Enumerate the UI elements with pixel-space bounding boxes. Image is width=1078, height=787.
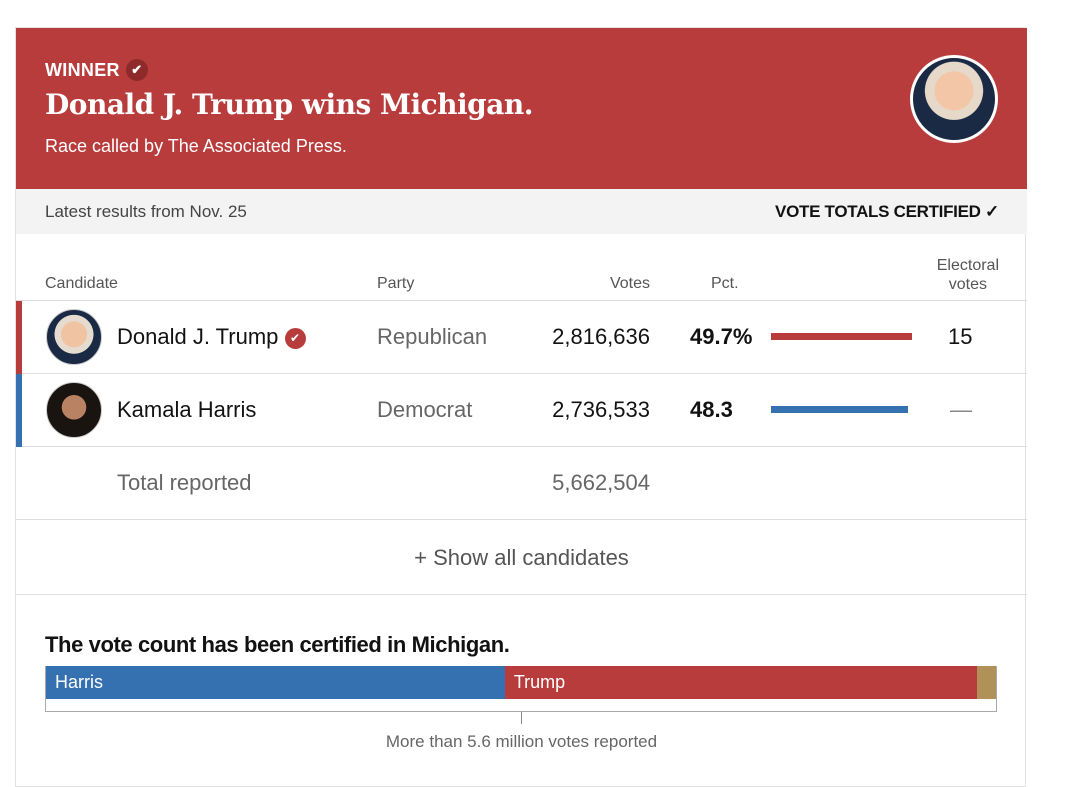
harris-label: Harris bbox=[55, 672, 103, 692]
certified-badge: VOTE TOTALS CERTIFIED ✓ bbox=[775, 202, 999, 221]
winner-text: WINNER bbox=[45, 59, 120, 80]
party: Republican bbox=[377, 324, 488, 349]
status-bar: Latest results from Nov. 25 VOTE TOTALS … bbox=[16, 189, 1027, 234]
show-all-candidates-button[interactable]: + Show all candidates bbox=[16, 520, 1027, 595]
total-votes: 5,662,504 bbox=[552, 470, 650, 495]
pct: 48.3 bbox=[690, 397, 733, 422]
total-row: Total reported 5,662,504 bbox=[16, 447, 1027, 520]
party: Democrat bbox=[377, 397, 473, 422]
race-called-text: Race called by The Associated Press. bbox=[45, 136, 347, 156]
electoral-votes: 15 bbox=[948, 324, 973, 349]
candidate-avatar bbox=[46, 382, 102, 438]
pct-bar bbox=[771, 406, 908, 413]
candidate-name: Kamala Harris bbox=[117, 397, 257, 422]
winner-avatar bbox=[910, 55, 998, 143]
vote-share-bar: Harris Trump bbox=[45, 666, 997, 712]
other-segment bbox=[977, 666, 996, 699]
harris-segment: Harris bbox=[46, 666, 505, 699]
candidate-name: Donald J. Trump ✔ bbox=[117, 324, 306, 350]
col-pct: Pct. bbox=[711, 275, 739, 292]
certified-heading: The vote count has been certified in Mic… bbox=[45, 632, 510, 657]
votes: 2,736,533 bbox=[552, 397, 650, 422]
midpoint-tick bbox=[521, 712, 522, 724]
results-card: WINNER ✔ Donald J. Trump wins Michigan. R… bbox=[15, 27, 1027, 787]
col-electoral-1: Electoral bbox=[936, 257, 999, 274]
trump-segment: Trump bbox=[504, 666, 977, 699]
col-electoral-2: votes bbox=[948, 276, 987, 293]
winner-label: WINNER ✔ bbox=[45, 59, 148, 81]
candidate-name-text: Donald J. Trump bbox=[117, 324, 279, 349]
total-label: Total reported bbox=[117, 470, 252, 495]
trump-label: Trump bbox=[513, 672, 566, 692]
col-candidate: Candidate bbox=[45, 275, 118, 292]
candidate-avatar bbox=[46, 309, 102, 365]
winner-check-icon: ✔ bbox=[284, 327, 306, 349]
votes-reported-note: More than 5.6 million votes reported bbox=[385, 732, 658, 751]
headline: Donald J. Trump wins Michigan. bbox=[45, 88, 533, 121]
table-row: Kamala Harris Democrat 2,736,533 48.3 — bbox=[16, 374, 1027, 447]
check-icon: ✔ bbox=[125, 59, 148, 81]
col-electoral: Electoral votes bbox=[937, 256, 999, 294]
electoral-votes: — bbox=[950, 397, 972, 422]
pct-bar bbox=[771, 333, 912, 340]
col-votes: Votes bbox=[609, 275, 650, 292]
party-stripe bbox=[16, 374, 22, 447]
votes: 2,816,636 bbox=[552, 324, 650, 349]
table-header: Candidate Party Votes Pct. Electoral vote… bbox=[16, 234, 1027, 301]
pct: 49.7% bbox=[690, 324, 753, 349]
winner-banner: WINNER ✔ Donald J. Trump wins Michigan. R… bbox=[16, 28, 1027, 189]
col-party: Party bbox=[377, 275, 415, 292]
party-stripe bbox=[16, 301, 22, 374]
latest-results: Latest results from Nov. 25 bbox=[45, 202, 247, 221]
table-row: Donald J. Trump ✔ Republican 2,816,636 4… bbox=[16, 301, 1027, 374]
